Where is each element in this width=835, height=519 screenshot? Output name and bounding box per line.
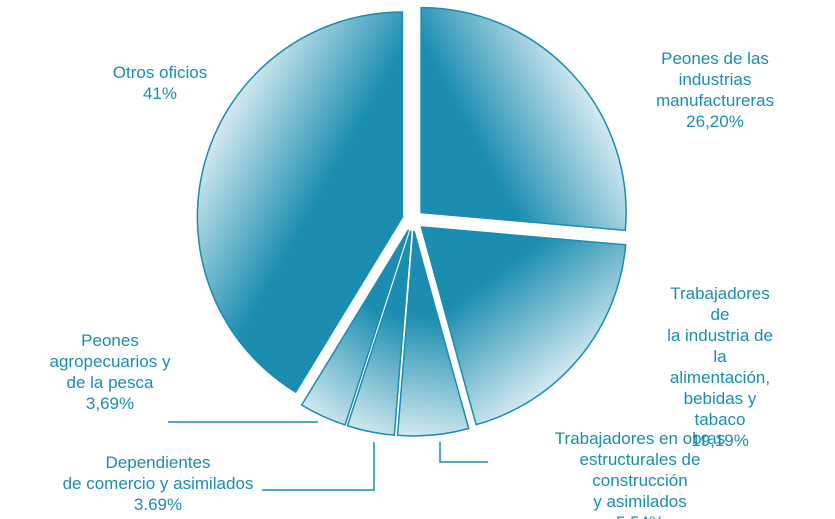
value-label: 3,69% — [85, 394, 135, 413]
pie-slice — [300, 229, 410, 426]
leader-line — [439, 442, 488, 463]
pie-slice — [420, 226, 627, 426]
value-label: 26,20% — [686, 112, 744, 131]
slice-label: Peones agropecuarios y de la pesca 3,69% — [50, 330, 171, 414]
pie-slice — [396, 230, 470, 437]
value-label: 5,54% — [543, 512, 738, 519]
pie-slice — [196, 11, 404, 394]
slice-label: Dependientes de comercio y asimilados 3.6… — [63, 452, 254, 515]
value-label: 41% — [142, 84, 178, 103]
category-name: Dependientes de comercio y asimilados — [62, 453, 254, 493]
leader-line — [262, 442, 375, 491]
slice-label: Peones de las industrias manufactureras 2… — [655, 48, 775, 132]
category-name: Peones agropecuarios y de la pesca — [49, 331, 171, 392]
category-name: Peones de las industrias manufactureras — [655, 49, 775, 110]
value-label: 3.69% — [133, 495, 183, 514]
slice-label: Trabajadores de la industria de la alime… — [663, 283, 778, 451]
category-name: Otros oficios — [112, 63, 208, 82]
pie-slice — [420, 6, 627, 232]
slice-label: Otros oficios 41% — [113, 62, 207, 104]
value-label: 19,19% — [691, 431, 749, 450]
category-name: Trabajadores de la industria de la alime… — [667, 284, 773, 429]
pie-slice — [346, 230, 412, 436]
category-name: Trabajadores en obras estructurales de c… — [554, 429, 726, 511]
slice-label: Trabajadores en obras estructurales de c… — [543, 428, 738, 519]
